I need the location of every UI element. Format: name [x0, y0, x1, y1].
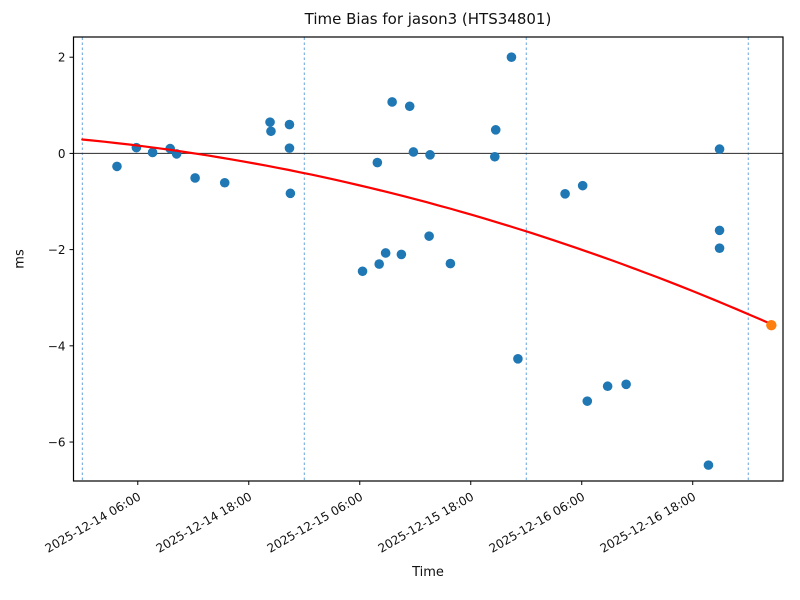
data-point [445, 258, 456, 269]
data-point [285, 188, 296, 199]
data-point [404, 101, 415, 112]
data-point [621, 379, 631, 390]
data-point [190, 173, 200, 183]
y-tick-label: 2 [58, 51, 66, 65]
data-point [219, 177, 230, 188]
y-tick-label: −2 [48, 243, 66, 257]
data-point [560, 189, 570, 199]
data-point [387, 97, 397, 107]
x-tick-label: 2025-12-16 06:00 [487, 489, 588, 555]
data-point [602, 381, 613, 392]
data-point [380, 248, 391, 258]
y-tick-label: 0 [58, 147, 66, 161]
data-point [714, 144, 725, 154]
data-point [147, 147, 158, 158]
fit-curve [81, 138, 773, 326]
data-point [374, 259, 384, 269]
data-point [396, 249, 407, 260]
data-point [506, 52, 517, 63]
data-point [372, 157, 383, 168]
data-point [582, 396, 593, 406]
y-tick-label: −6 [48, 436, 66, 450]
x-tick-label: 2025-12-15 18:00 [376, 489, 477, 555]
x-tick-label: 2025-12-15 06:00 [265, 489, 366, 555]
x-axis-label: Time [412, 565, 444, 580]
plot-frame [72, 36, 784, 482]
data-point [284, 119, 295, 130]
data-point [425, 150, 435, 160]
data-point [424, 231, 434, 241]
x-tick-label: 2025-12-14 06:00 [43, 489, 144, 555]
data-point [490, 125, 501, 135]
extrapolated-point [766, 319, 777, 331]
data-point [112, 161, 122, 172]
x-tick-label: 2025-12-14 18:00 [154, 489, 255, 555]
data-point [266, 126, 276, 137]
data-point [577, 180, 588, 191]
data-point [284, 143, 295, 153]
data-point [703, 460, 714, 470]
data-point [714, 225, 725, 236]
data-point [408, 147, 419, 157]
data-point [265, 117, 275, 127]
data-point [513, 354, 523, 364]
data-point [489, 151, 500, 162]
chart-title: Time Bias for jason3 (HTS34801) [304, 10, 552, 28]
x-tick-label: 2025-12-16 18:00 [598, 489, 699, 555]
data-point [357, 266, 368, 277]
data-point [714, 243, 725, 253]
y-tick-label: −4 [48, 339, 66, 353]
